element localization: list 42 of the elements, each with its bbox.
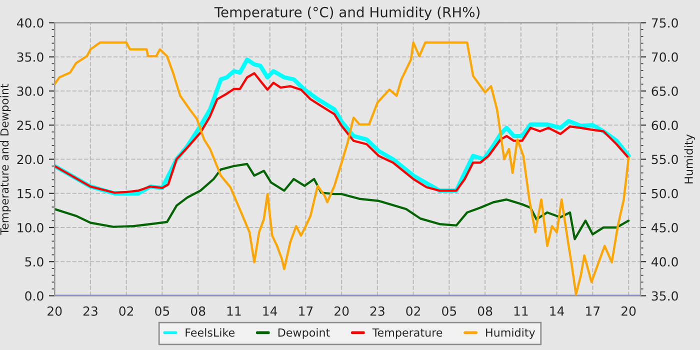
- chart-title: Temperature (°C) and Humidity (RH%): [214, 6, 480, 20]
- x-tick-label: 08: [478, 306, 492, 316]
- x-tick-label: 05: [155, 306, 170, 316]
- y-axis-title: Temperature and Dewpoint: [0, 84, 11, 235]
- x-tick-label: 20: [334, 306, 349, 316]
- y2-tick-label: 65.0: [652, 86, 678, 96]
- legend-label: Temperature: [372, 328, 442, 339]
- x-tick-label: 23: [370, 306, 384, 316]
- x-tick-label: 17: [299, 306, 313, 316]
- y-tick-label: 40.0: [16, 18, 44, 28]
- y-tick-label: 0.0: [25, 291, 44, 301]
- x-tick-label: 20: [48, 306, 62, 316]
- y-tick-label: 25.0: [17, 120, 44, 130]
- x-tick-label: 11: [227, 306, 241, 316]
- x-tick-label: 20: [622, 306, 636, 316]
- y2-tick-label: 35.0: [652, 291, 678, 301]
- y2-tick-label: 55.0: [652, 154, 678, 164]
- y2-tick-label: 75.0: [652, 18, 678, 28]
- y2-tick-label: 45.0: [652, 222, 678, 232]
- y2-axis-title: Humidity: [684, 134, 696, 184]
- y2-tick-label: 40.0: [652, 257, 678, 267]
- y-tick-label: 30.0: [17, 86, 44, 96]
- y-tick-label: 20.0: [17, 154, 44, 164]
- x-tick-label: 11: [514, 306, 528, 316]
- y-tick-label: 5.0: [25, 257, 44, 267]
- y2-tick-label: 60.0: [652, 120, 678, 130]
- x-tick-label: 14: [550, 306, 564, 316]
- legend-label: FeelsLike: [186, 328, 235, 337]
- x-tick-label: 08: [190, 306, 206, 316]
- x-tick-label: 02: [119, 306, 134, 316]
- x-tick-label: 23: [83, 306, 98, 316]
- x-tick-label: 02: [406, 306, 420, 316]
- y-tick-label: 35.0: [17, 52, 44, 62]
- legend-label: Dewpoint: [278, 328, 330, 339]
- legend-label: Humidity: [486, 328, 536, 339]
- x-tick-label: 17: [586, 306, 600, 316]
- y2-tick-label: 50.0: [652, 188, 678, 198]
- y2-tick-label: 70.0: [652, 52, 678, 62]
- y-tick-label: 15.0: [18, 188, 44, 198]
- x-tick-label: 14: [263, 306, 278, 316]
- y-tick-label: 10.0: [18, 222, 44, 232]
- x-tick-label: 05: [442, 306, 456, 316]
